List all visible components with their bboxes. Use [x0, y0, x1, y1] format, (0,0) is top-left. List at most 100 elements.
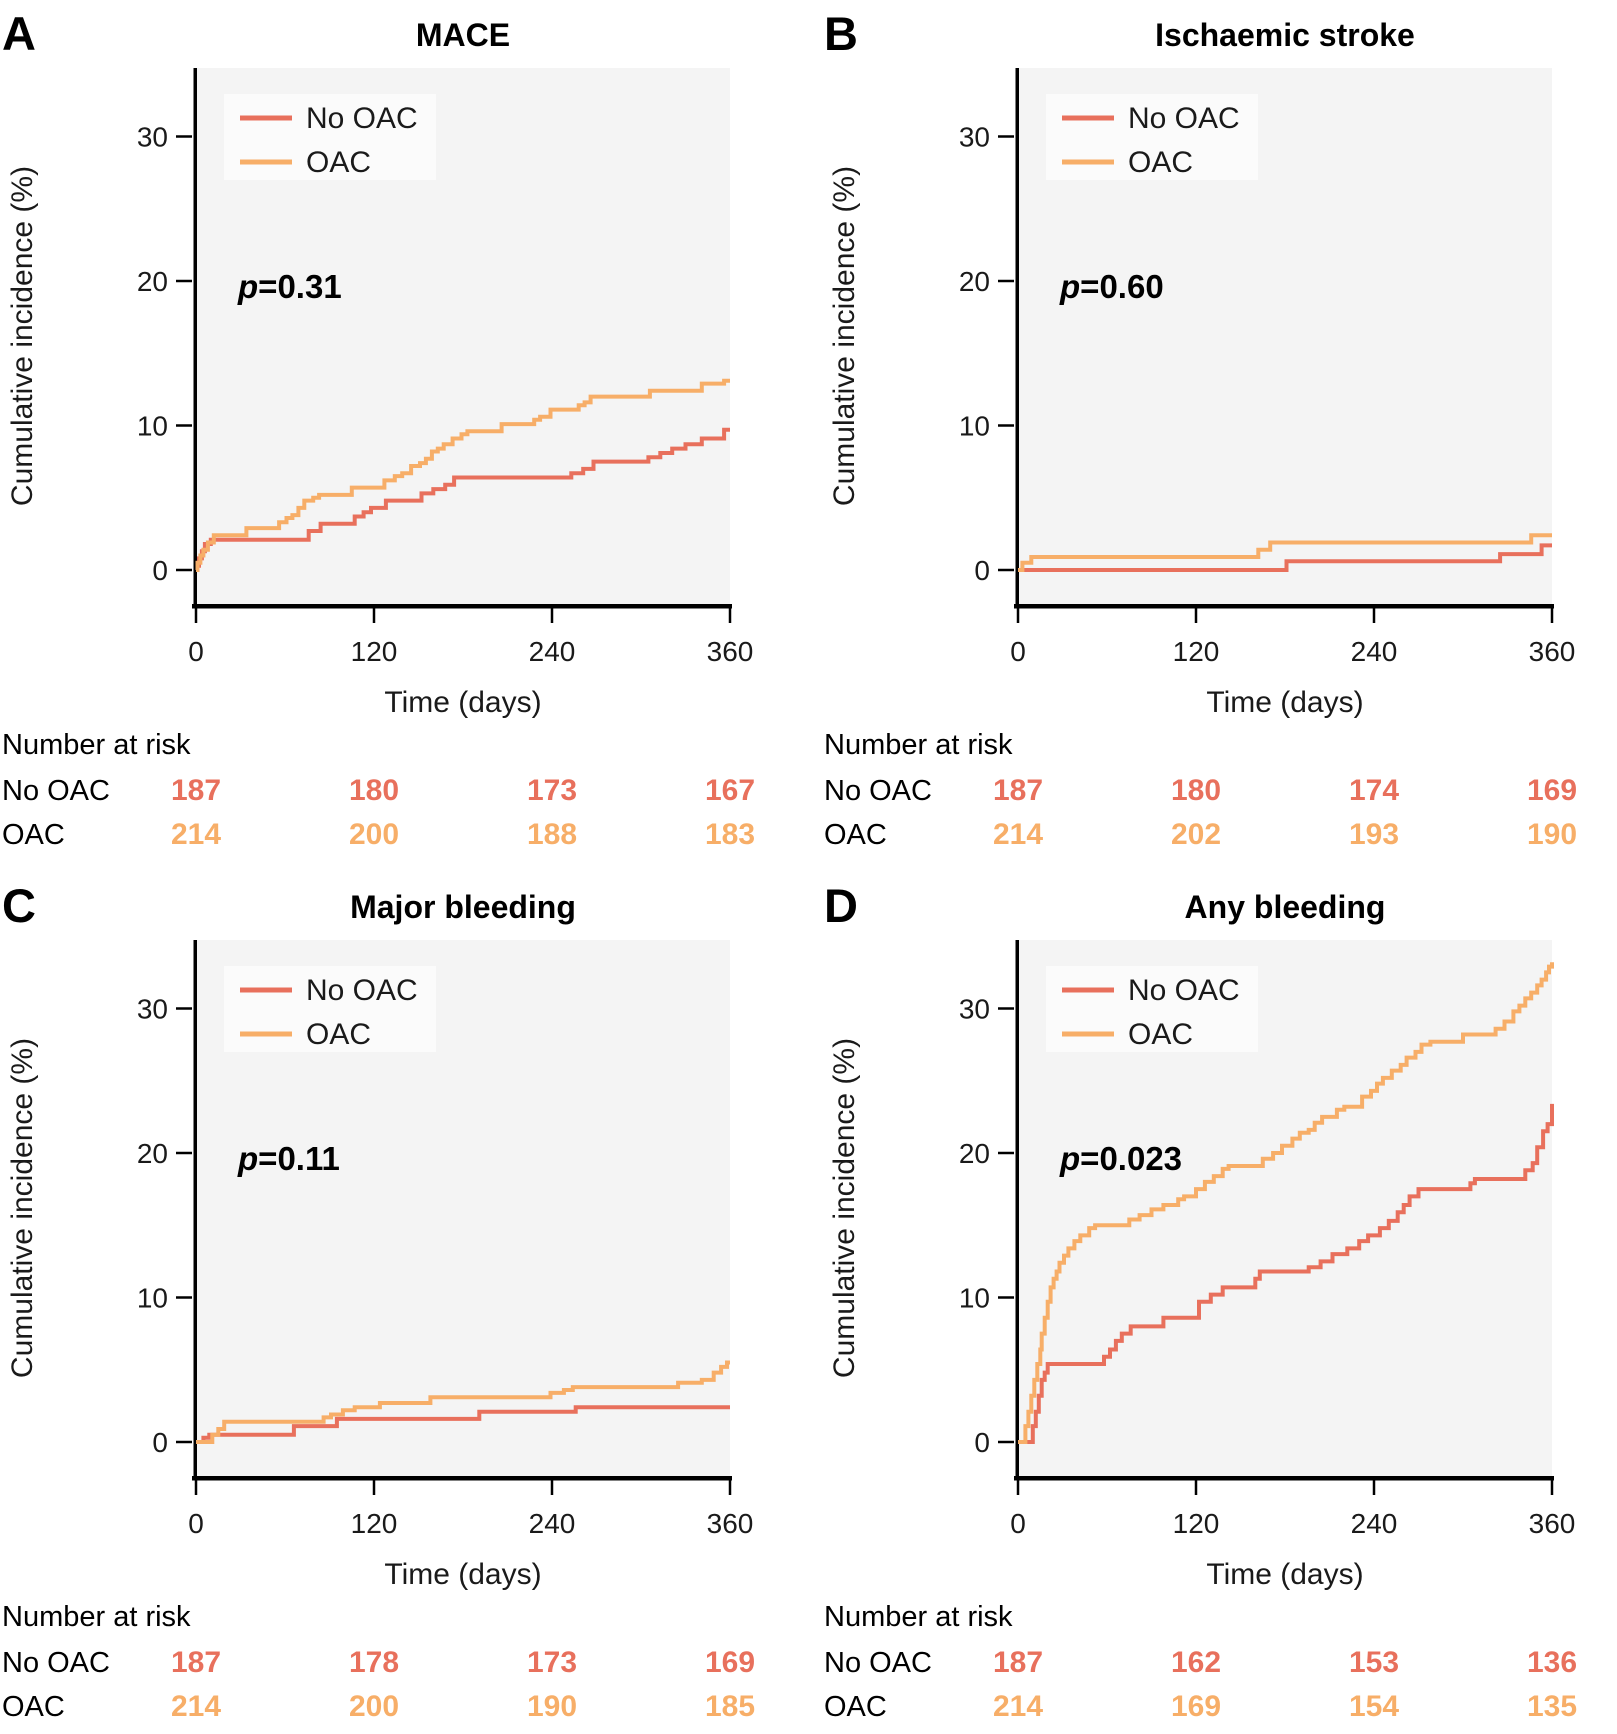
y-tick-20: 20	[959, 266, 990, 297]
legend: No OAC OAC	[1046, 966, 1258, 1052]
y-axis-ticks: 0 10 20 30	[959, 994, 1014, 1458]
no-oac-curve	[1018, 543, 1552, 572]
panel-letter: B	[824, 7, 858, 60]
risk-value: 185	[705, 1690, 755, 1723]
oac-legend-label: OAC	[306, 146, 371, 179]
legend: No OAC OAC	[1046, 94, 1258, 180]
risk-value: 187	[171, 1646, 221, 1679]
x-tick-240: 240	[1351, 1508, 1398, 1539]
risk-value: 214	[171, 818, 221, 851]
y-tick-0: 0	[974, 555, 990, 586]
y-axis-spine	[1015, 940, 1019, 1480]
risk-table: Number at risk No OAC 187 180 174 169 OA…	[824, 729, 1577, 851]
risk-value: 180	[1171, 774, 1221, 807]
legend: No OAC OAC	[224, 94, 436, 180]
risk-row-oac-label: OAC	[2, 1691, 65, 1723]
risk-row-oac-label: OAC	[824, 1691, 887, 1723]
risk-value: 178	[349, 1646, 399, 1679]
x-axis-label: Time (days)	[384, 686, 541, 719]
risk-value: 200	[349, 818, 399, 851]
x-axis-ticks: 0 120 240 360	[1010, 608, 1575, 667]
risk-value: 187	[171, 774, 221, 807]
x-tick-240: 240	[529, 636, 576, 667]
panel-title: Ischaemic stroke	[1155, 17, 1415, 53]
risk-value: 169	[705, 1646, 755, 1679]
y-axis-label: Cumulative incidence (%)	[6, 1038, 39, 1378]
p-value-label: p=0.023	[1059, 1140, 1182, 1177]
x-tick-0: 0	[1010, 636, 1026, 667]
risk-value: 169	[1527, 774, 1577, 807]
oac-curve	[195, 378, 730, 572]
risk-table-header: Number at risk	[824, 1601, 1013, 1633]
risk-value: 169	[1171, 1690, 1221, 1723]
risk-value: 153	[1349, 1646, 1399, 1679]
risk-value: 202	[1171, 818, 1221, 851]
oac-legend-label: OAC	[1128, 1018, 1193, 1051]
risk-row-no-oac-label: No OAC	[824, 1647, 932, 1679]
risk-table-header: Number at risk	[824, 729, 1013, 761]
risk-table: Number at risk No OAC 187 180 173 167 OA…	[2, 729, 755, 851]
panel-letter: D	[824, 879, 858, 932]
y-tick-30: 30	[959, 994, 990, 1025]
no-oac-curve	[1018, 1103, 1554, 1444]
y-tick-0: 0	[974, 1427, 990, 1458]
risk-row-no-oac-label: No OAC	[2, 775, 110, 807]
oac-curve	[1018, 962, 1554, 1444]
y-axis-label: Cumulative incidence (%)	[828, 1038, 861, 1378]
y-axis-spine	[1015, 68, 1019, 608]
no-oac-curve	[196, 1405, 730, 1444]
y-tick-20: 20	[137, 1138, 168, 1169]
x-tick-0: 0	[188, 636, 204, 667]
panel-title: Any bleeding	[1185, 889, 1386, 925]
risk-value: 162	[1171, 1646, 1221, 1679]
y-axis-ticks: 0 10 20 30	[137, 994, 192, 1458]
no-oac-legend-label: No OAC	[1128, 974, 1240, 1007]
any-bleeding-chart: D Any bleeding 0 10 20 30 0 120	[824, 879, 1577, 1723]
x-tick-120: 120	[351, 1508, 398, 1539]
risk-value: 187	[993, 1646, 1043, 1679]
x-axis-label: Time (days)	[1206, 1558, 1363, 1591]
major-bleeding-chart: C Major bleeding 0 10 20 30 0 12	[2, 879, 755, 1723]
risk-table: Number at risk No OAC 187 178 173 169 OA…	[2, 1601, 755, 1723]
y-tick-10: 10	[137, 411, 168, 442]
risk-table-header: Number at risk	[2, 1601, 191, 1633]
risk-value: 190	[527, 1690, 577, 1723]
panel-mace: A MACE 0 10 20 30 0 120	[0, 6, 795, 854]
risk-row-no-oac-label: No OAC	[824, 775, 932, 807]
x-axis-ticks: 0 120 240 360	[1010, 1480, 1575, 1539]
no-oac-legend-label: No OAC	[306, 102, 418, 135]
risk-value: 173	[527, 774, 577, 807]
risk-value: 193	[1349, 818, 1399, 851]
y-tick-20: 20	[959, 1138, 990, 1169]
oac-curve	[196, 1360, 730, 1444]
p-value-label: p=0.11	[237, 1140, 340, 1177]
x-axis-label: Time (days)	[1206, 686, 1363, 719]
y-tick-30: 30	[137, 994, 168, 1025]
risk-value: 200	[349, 1690, 399, 1723]
panel-letter: A	[2, 7, 36, 60]
y-axis-spine	[193, 940, 197, 1480]
risk-value: 188	[527, 818, 577, 851]
y-axis-ticks: 0 10 20 30	[137, 122, 192, 586]
panel-letter: C	[2, 879, 36, 932]
p-value-label: p=0.60	[1059, 268, 1164, 305]
x-tick-0: 0	[188, 1508, 204, 1539]
x-axis-spine	[1014, 1476, 1554, 1481]
risk-value: 167	[705, 774, 755, 807]
panel-major-bleeding: C Major bleeding 0 10 20 30 0 12	[0, 878, 795, 1726]
panel-title: MACE	[416, 17, 510, 53]
x-tick-120: 120	[351, 636, 398, 667]
y-tick-30: 30	[137, 122, 168, 153]
risk-table-header: Number at risk	[2, 729, 191, 761]
risk-value: 174	[1349, 774, 1399, 807]
x-tick-120: 120	[1173, 636, 1220, 667]
y-axis-spine	[193, 68, 197, 608]
ischaemic-stroke-chart: B Ischaemic stroke 0 10 20 30 0	[824, 7, 1577, 851]
risk-value: 214	[993, 818, 1043, 851]
no-oac-legend-label: No OAC	[306, 974, 418, 1007]
risk-value: 180	[349, 774, 399, 807]
x-tick-360: 360	[707, 1508, 754, 1539]
y-axis-ticks: 0 10 20 30	[959, 122, 1014, 586]
risk-value: 154	[1349, 1690, 1399, 1723]
